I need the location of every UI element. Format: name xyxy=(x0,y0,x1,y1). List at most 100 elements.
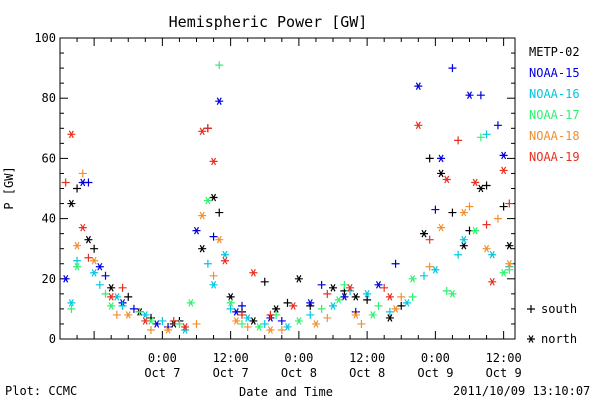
north-point xyxy=(78,223,87,232)
north-point xyxy=(209,281,218,289)
north-point xyxy=(499,151,508,160)
north-point xyxy=(95,262,104,271)
south-point xyxy=(209,232,218,241)
north-point xyxy=(84,235,93,244)
north-point xyxy=(215,97,224,106)
south-point xyxy=(260,277,269,286)
north-point xyxy=(249,268,258,277)
south-point xyxy=(67,304,76,313)
north-point xyxy=(471,178,480,187)
north-point xyxy=(334,296,343,304)
x-tick-date-label: Oct 9 xyxy=(486,366,522,380)
plot-source-label: Plot: CCMC xyxy=(5,384,78,398)
south-point xyxy=(363,295,372,304)
north-point xyxy=(465,91,474,99)
north-point xyxy=(442,175,451,184)
y-tick-label: 0 xyxy=(49,332,56,346)
south-point xyxy=(101,289,110,298)
star-marker-icon xyxy=(527,335,535,343)
y-tick-label: 20 xyxy=(42,272,56,286)
north-point xyxy=(431,265,440,274)
south-point xyxy=(505,199,514,208)
north-point xyxy=(192,226,201,235)
south-point xyxy=(442,286,451,295)
north-point xyxy=(488,250,497,259)
south-point xyxy=(317,304,326,313)
data-points xyxy=(61,61,514,334)
north-point xyxy=(67,130,76,139)
south-point xyxy=(209,271,218,280)
north-point xyxy=(329,284,337,292)
south-point xyxy=(340,280,349,289)
south-point xyxy=(118,301,127,310)
south-point xyxy=(323,289,332,298)
north-point xyxy=(78,178,87,187)
south-point xyxy=(454,136,463,145)
north-point xyxy=(385,314,394,322)
north-point xyxy=(471,226,480,235)
north-point xyxy=(215,235,224,244)
north-point xyxy=(306,299,315,307)
south-point xyxy=(260,319,269,328)
x-tick-time-label: 12:00 xyxy=(486,351,522,365)
south-point xyxy=(476,133,485,142)
south-point xyxy=(147,325,155,334)
south-point xyxy=(203,124,212,133)
north-point xyxy=(243,314,252,322)
north-point xyxy=(363,290,372,298)
north-point xyxy=(226,293,235,301)
south-point xyxy=(493,121,502,130)
north-point xyxy=(414,121,423,130)
north-point xyxy=(499,268,508,277)
north-point xyxy=(141,317,150,325)
legend-entry: NOAA-17 xyxy=(529,108,580,122)
south-point xyxy=(323,313,332,322)
south-point xyxy=(215,208,224,217)
north-point xyxy=(272,305,281,313)
north-point xyxy=(505,259,514,268)
south-point xyxy=(277,325,286,334)
north-point xyxy=(437,223,446,232)
legend-entry: NOAA-16 xyxy=(529,87,580,101)
south-point xyxy=(374,301,383,310)
north-point xyxy=(346,284,355,292)
south-point xyxy=(357,319,366,328)
south-point xyxy=(431,205,440,214)
north-point xyxy=(249,317,258,325)
north-point xyxy=(385,293,394,301)
south-point xyxy=(238,301,246,310)
x-tick-date-label: Oct 7 xyxy=(213,366,249,380)
north-point xyxy=(90,268,99,277)
north-point xyxy=(488,278,497,286)
north-point xyxy=(340,293,349,301)
south-point xyxy=(397,292,406,301)
south-point xyxy=(61,178,70,187)
x-tick-date-label: Oct 8 xyxy=(281,366,317,380)
south-point xyxy=(306,310,315,319)
legend-entry: NOAA-15 xyxy=(529,66,580,80)
south-point xyxy=(78,169,87,178)
north-point xyxy=(73,241,82,250)
north-point xyxy=(402,299,411,307)
north-point xyxy=(226,299,235,307)
north-point xyxy=(141,311,150,319)
north-point xyxy=(198,211,207,220)
north-point xyxy=(499,166,508,175)
north-point xyxy=(482,244,491,253)
north-point xyxy=(67,299,76,307)
north-point xyxy=(459,208,468,217)
x-tick-time-label: 12:00 xyxy=(213,351,249,365)
x-tick-date-label: Oct 7 xyxy=(144,366,180,380)
south-point xyxy=(238,319,246,328)
y-tick-label: 100 xyxy=(34,31,56,45)
south-point xyxy=(112,310,121,319)
north-point xyxy=(311,320,320,328)
legend-entry: NOAA-18 xyxy=(529,129,580,143)
north-point xyxy=(232,308,241,316)
south-point xyxy=(476,91,485,100)
north-point xyxy=(255,323,264,331)
north-point xyxy=(209,193,218,202)
marker-legend: south north xyxy=(527,302,577,346)
south-point xyxy=(465,202,474,211)
